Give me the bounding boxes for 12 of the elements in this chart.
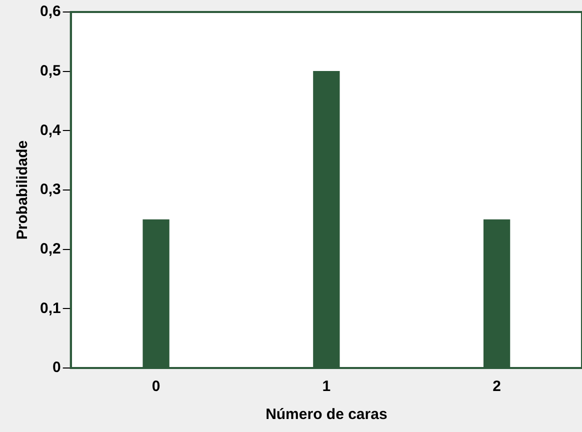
y-axis-title: Probabilidade [14,140,32,240]
y-tick-label: 0,4 [40,122,62,139]
x-axis-title: Número de caras [266,406,388,424]
x-tick-label: 1 [322,378,331,396]
x-tick-label: 2 [492,378,501,396]
y-tick-label: 0,3 [40,181,61,198]
x-tick-label: 0 [152,378,160,396]
y-tick-label: 0,1 [40,300,61,317]
y-tick-label: 0,2 [40,240,61,258]
y-tick-label: 0,5 [40,62,61,80]
y-tick-label: 0,6 [40,3,61,20]
y-tick-label: 0 [52,359,61,376]
